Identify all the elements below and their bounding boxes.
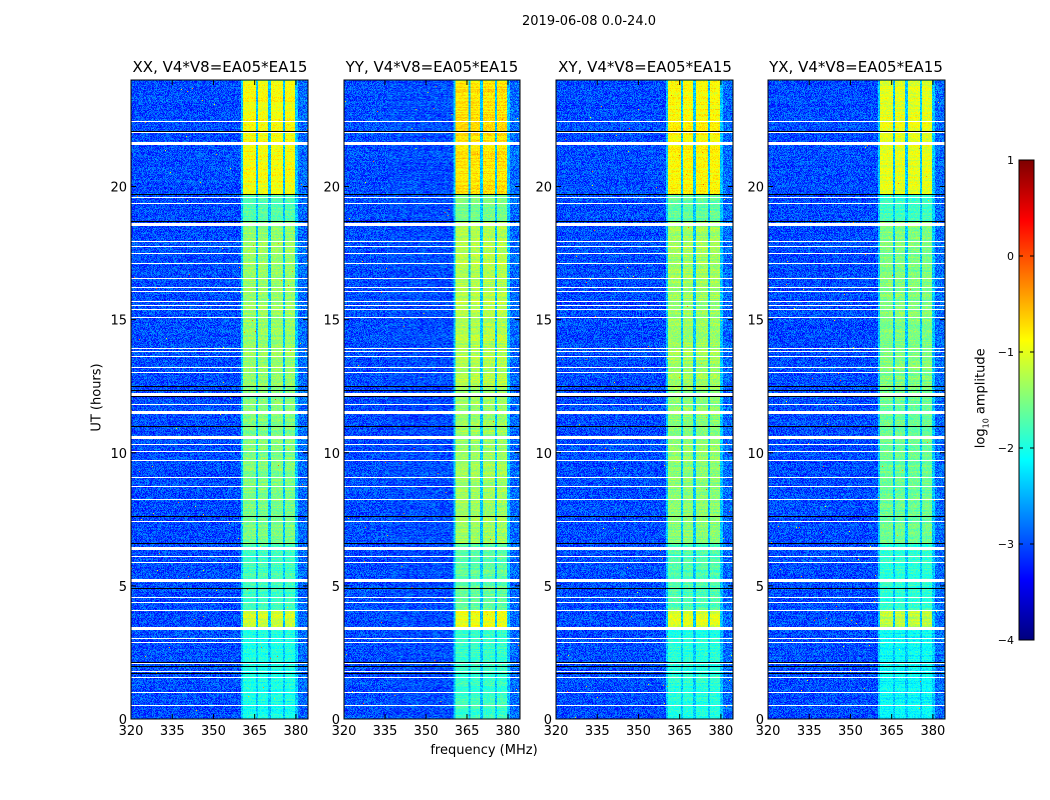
colorbar-label: log10 amplitude: [973, 348, 991, 449]
heatmap-xx: [131, 80, 308, 719]
y-tick-label: 0: [119, 713, 127, 728]
figure-suptitle: 2019-06-08 0.0-24.0: [522, 14, 656, 29]
colorbar-tick-label: −1: [998, 346, 1014, 359]
y-tick-label: 15: [747, 314, 764, 329]
y-tick-label: 5: [119, 580, 127, 595]
y-tick-label: 15: [110, 314, 127, 329]
x-tick-label: 350: [626, 724, 651, 739]
x-tick-label: 365: [242, 724, 267, 739]
y-tick-label: 10: [323, 447, 340, 462]
panel-axes-3: 320 335 350 365 380 0 5 10 15 20: [747, 79, 946, 739]
panel-frame: [767, 79, 946, 720]
panel-frame: [343, 79, 521, 720]
x-tick-label: 320: [119, 724, 144, 739]
heatmap-yx: [768, 80, 945, 719]
y-tick-label: 20: [323, 181, 340, 196]
y-tick-label: 15: [535, 314, 552, 329]
x-tick-label: 365: [879, 724, 904, 739]
panel-title-xx: XX, V4*V8=EA05*EA15: [132, 58, 308, 76]
panel-title-yy: YY, V4*V8=EA05*EA15: [345, 58, 519, 76]
panel-axes-2: 320 335 350 365 380 0 5 10 15 20: [535, 79, 734, 739]
x-tick-label: 365: [455, 724, 480, 739]
y-tick-label: 20: [535, 181, 552, 196]
y-tick-label: 20: [110, 181, 127, 196]
y-tick-label: 0: [756, 713, 764, 728]
panel-frame: [130, 79, 309, 720]
x-axis-label: frequency (MHz): [430, 743, 538, 758]
y-tick-label: 10: [110, 447, 127, 462]
colorbar-frame: [1018, 159, 1035, 641]
y-tick-label: 5: [332, 580, 340, 595]
x-tick-label: 335: [797, 724, 822, 739]
heatmap-xy: [556, 80, 733, 719]
heatmap-yy: [344, 80, 520, 719]
panel-frame: [555, 79, 734, 720]
colorbar-tick-label: −4: [998, 634, 1014, 647]
colorbar-tick-label: −2: [998, 442, 1014, 455]
x-tick-label: 365: [667, 724, 692, 739]
x-tick-label: 335: [585, 724, 610, 739]
y-tick-label: 5: [544, 580, 552, 595]
x-tick-label: 380: [708, 724, 733, 739]
panel-axes-1: 320 335 350 365 380 0 5 10 15 20: [323, 79, 521, 739]
y-tick-label: 20: [747, 181, 764, 196]
colorbar-tick-label: −3: [998, 538, 1014, 551]
y-tick-label: 15: [323, 314, 340, 329]
y-tick-label: 10: [535, 447, 552, 462]
x-tick-label: 320: [544, 724, 569, 739]
x-tick-label: 350: [201, 724, 226, 739]
y-tick-label: 5: [756, 580, 764, 595]
y-tick-label: 0: [544, 713, 552, 728]
x-tick-label: 335: [373, 724, 398, 739]
x-tick-label: 350: [838, 724, 863, 739]
colorbar-tick-label: 0: [1007, 250, 1014, 263]
x-tick-label: 350: [414, 724, 439, 739]
y-tick-label: 10: [747, 447, 764, 462]
y-tick-label: 0: [332, 713, 340, 728]
colorbar: [1019, 160, 1034, 640]
x-tick-label: 335: [160, 724, 185, 739]
x-tick-label: 320: [332, 724, 357, 739]
x-tick-label: 380: [496, 724, 521, 739]
panel-axes-0: 320 335 350 365 380 0 5 10 15 20: [110, 79, 309, 739]
x-tick-label: 380: [283, 724, 308, 739]
panel-title-yx: YX, V4*V8=EA05*EA15: [769, 58, 943, 76]
panel-title-xy: XY, V4*V8=EA05*EA15: [558, 58, 732, 76]
x-tick-label: 380: [920, 724, 945, 739]
colorbar-axes: −4 −3 −2 −1 0 1: [998, 154, 1035, 647]
colorbar-tick-label: 1: [1007, 154, 1014, 167]
y-axis-label: UT (hours): [89, 363, 105, 432]
x-tick-label: 320: [756, 724, 781, 739]
